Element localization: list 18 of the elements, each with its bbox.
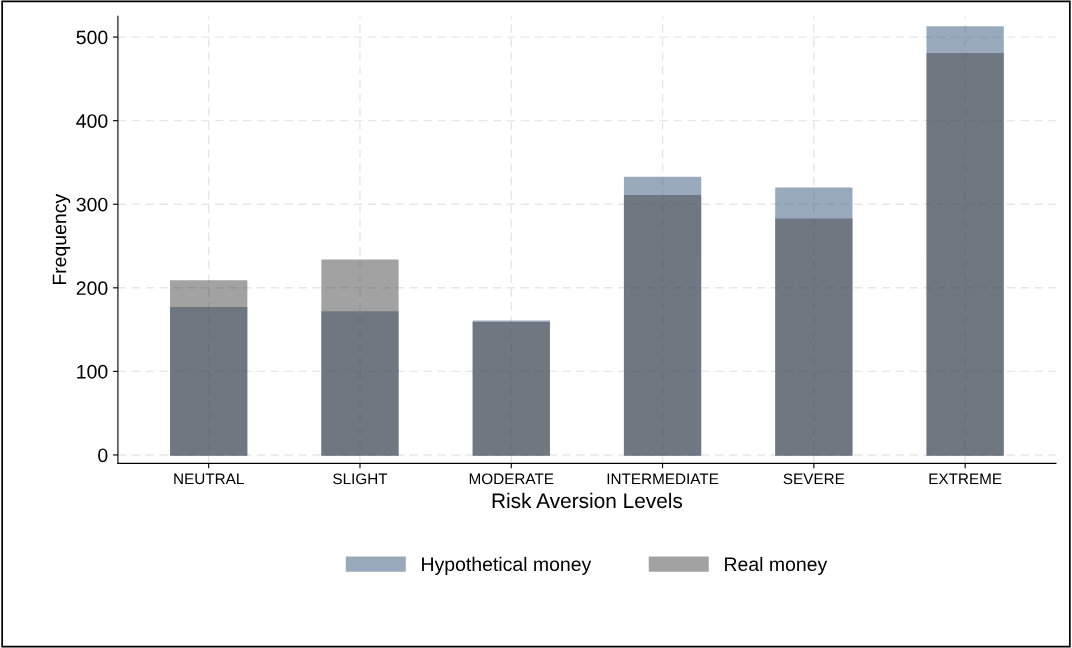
x-tick-label: NEUTRAL — [174, 473, 244, 485]
y-tick-label: 100 — [77, 364, 108, 379]
y-tick-label: 500 — [76, 30, 108, 45]
y-tick-label: 200 — [76, 281, 108, 296]
legend-label: Real money — [725, 556, 828, 575]
legend-label: Hypothetical money — [422, 556, 592, 575]
x-tick-label: SLIGHT — [333, 473, 388, 485]
y-axis-title: Frequency — [52, 193, 71, 285]
x-tick-label: EXTREME — [929, 473, 1002, 485]
y-tick-label: 0 — [98, 448, 108, 463]
bar — [321, 259, 399, 456]
x-tick-label: SEVERE — [783, 473, 845, 485]
bar — [170, 280, 248, 456]
x-tick-label: INTERMEDIATE — [607, 473, 719, 485]
x-tick-label: MODERATE — [469, 473, 554, 485]
x-axis-title: Risk Aversion Levels — [492, 492, 683, 509]
y-tick-label: 300 — [76, 197, 108, 212]
y-tick-label: 400 — [76, 114, 108, 128]
